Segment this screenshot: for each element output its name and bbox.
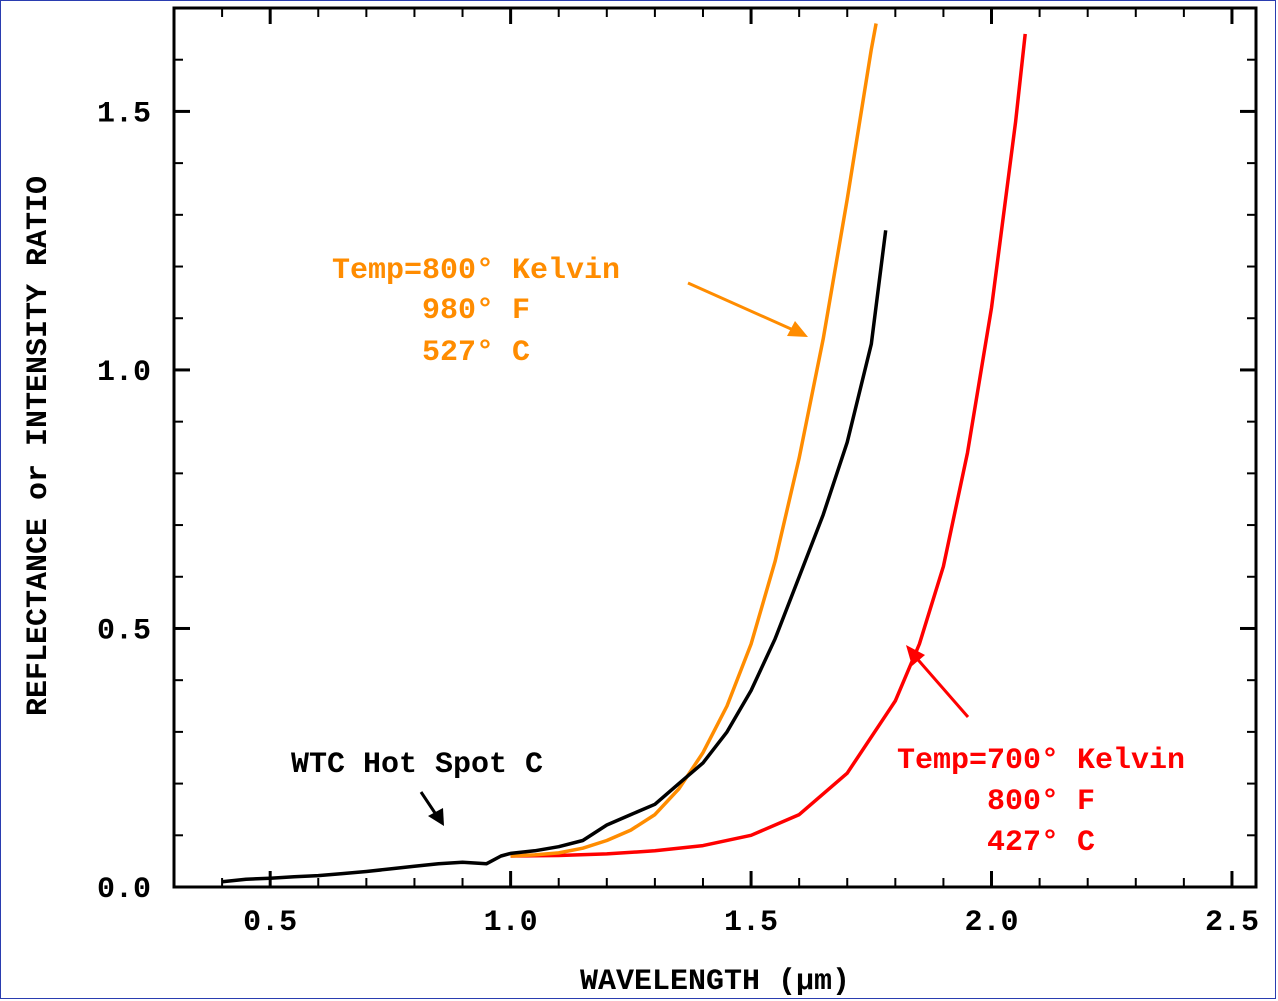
y-tick-label: 0.0 xyxy=(97,873,151,907)
x-tick-label: 2.5 xyxy=(1205,906,1259,940)
orange-annotation-line-3: 527° C xyxy=(422,336,530,370)
hotspot-annotation-arrow xyxy=(419,791,439,817)
orange-annotation-arrow xyxy=(687,281,801,335)
series-line-700k xyxy=(510,33,1027,858)
red-arrowhead xyxy=(906,645,925,666)
y-tick-label: 1.5 xyxy=(97,97,151,131)
hotspot-arrowhead xyxy=(428,808,444,826)
red-annotation-line-3: 427° C xyxy=(987,826,1095,860)
y-tick-label: 1.0 xyxy=(97,356,151,390)
red-annotation-line-2: 800° F xyxy=(987,785,1095,819)
x-tick-label: 1.5 xyxy=(724,906,778,940)
series-line-800k xyxy=(510,23,878,858)
y-tick-label: 0.5 xyxy=(97,614,151,648)
x-tick-label: 1.0 xyxy=(484,906,538,940)
x-tick-label: 0.5 xyxy=(243,906,297,940)
red-annotation-line-1: Temp=700° Kelvin xyxy=(897,744,1185,778)
y-axis-label: REFLECTANCE or INTENSITY RATIO xyxy=(22,176,56,716)
plot-area-border xyxy=(172,6,1258,889)
hotspot-annotation: WTC Hot Spot C xyxy=(291,748,543,782)
orange-annotation-line-1: Temp=800° Kelvin xyxy=(332,254,620,288)
orange-annotation-line-2: 980° F xyxy=(422,294,530,328)
series-line-hot-spot xyxy=(221,230,888,884)
x-axis-label: WAVELENGTH (μm) xyxy=(580,965,850,999)
x-tick-label: 2.0 xyxy=(965,906,1019,940)
orange-arrowhead xyxy=(787,321,808,337)
red-annotation-arrow xyxy=(911,653,970,718)
